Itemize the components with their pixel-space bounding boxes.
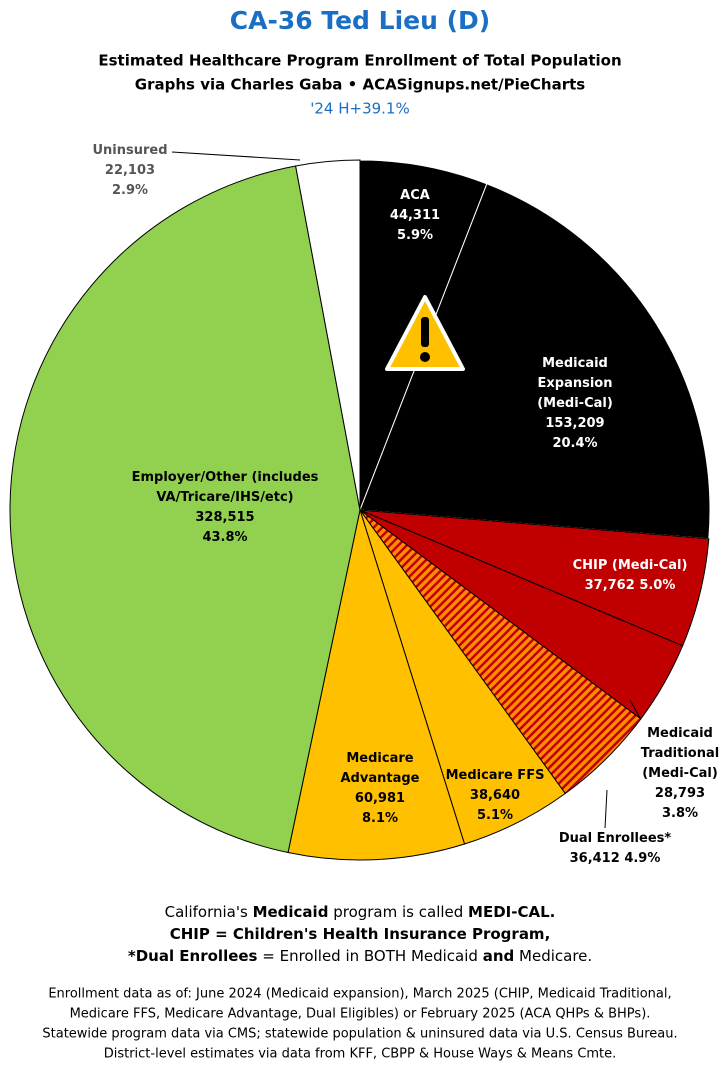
percent-label: 2.9%: [112, 183, 148, 198]
value-label: 28,793: [655, 786, 705, 801]
value-label: 36,412: [570, 851, 620, 866]
category-label: Medicare FFS 38,640 5.1%: [446, 768, 545, 823]
pie-slice: [9, 165, 361, 854]
slice-label: Medicaid Traditional (Medi-Cal) 28,793 3.8%: [641, 726, 719, 821]
value-label: 36,412 4.9%: [570, 851, 661, 866]
category-label: Employer/Other (includes VA/Tricare/IHS/e…: [132, 470, 319, 545]
leader-line: [629, 699, 641, 719]
category-label: Medicare: [346, 751, 413, 766]
percent-label: 5.9%: [397, 228, 433, 243]
note-segment: California's: [165, 903, 253, 921]
footer: District-level estimates via data from K…: [104, 1047, 617, 1062]
subtitle: Estimated Healthcare Program Enrollment …: [98, 52, 621, 70]
value-label: 60,981: [355, 791, 405, 806]
percent-label: 3.8%: [662, 806, 698, 821]
percent-label: 20.4%: [552, 436, 597, 451]
category-label: Employer/Other (includes: [132, 470, 319, 485]
category-label: CHIP (Medi-Cal) 37,762 5.0%: [573, 558, 688, 593]
note: *Dual Enrollees = Enrolled in BOTH Medic…: [128, 947, 592, 965]
warning-icon: [385, 295, 465, 371]
category-label: VA/Tricare/IHS/etc): [156, 490, 293, 505]
note-segment: Medicare.: [514, 947, 592, 965]
annotation: '24 H+39.1%: [310, 100, 409, 118]
category-label: Traditional: [641, 746, 719, 761]
slice-label: Uninsured 22,103 2.9%: [92, 143, 167, 198]
slice-label: Medicare Advantage 60,981 8.1%: [341, 751, 420, 826]
category-label: Advantage: [341, 771, 420, 786]
note-segment: CHIP = Children's Health Insurance Progr…: [170, 925, 551, 943]
note-segment: MEDI-CAL.: [468, 903, 555, 921]
chart-title: CA-36 Ted Lieu (D): [230, 6, 490, 35]
category-label: Medicare Advantage 60,981 8.1%: [341, 751, 420, 826]
value-label: 37,762 5.0%: [585, 578, 676, 593]
note-segment: Medicaid: [253, 903, 329, 921]
value-label: 328,515: [195, 510, 254, 525]
category-label: (Medi-Cal): [642, 766, 718, 781]
note: California's Medicaid program is called …: [165, 903, 556, 921]
category-label: Uninsured 22,103 2.9%: [92, 143, 167, 198]
category-label: CHIP (Medi-Cal): [573, 558, 688, 573]
category-label: (Medi-Cal): [537, 396, 613, 411]
pie-slice: [295, 159, 361, 511]
category-label: Dual Enrollees*: [559, 831, 672, 846]
value-label: 37,762: [585, 578, 635, 593]
note: CHIP = Children's Health Insurance Progr…: [170, 925, 551, 943]
note-segment: and: [483, 947, 515, 965]
leader-line: [171, 151, 301, 161]
note-segment: program is called: [328, 903, 468, 921]
pie-slice: [287, 508, 466, 861]
category-label: Medicare FFS: [446, 768, 545, 783]
leader-line: [604, 789, 608, 829]
value-label: 22,103: [105, 163, 155, 178]
footer: Enrollment data as of: June 2024 (Medica…: [48, 987, 671, 1002]
category-label: ACA 44,311 5.9%: [390, 188, 440, 243]
category-label: ACA: [400, 188, 430, 203]
percent-label: 5.1%: [477, 808, 513, 823]
percent-label: 4.9%: [624, 851, 660, 866]
slice-label: Employer/Other (includes VA/Tricare/IHS/e…: [132, 470, 319, 545]
value-label: 44,311: [390, 208, 440, 223]
slice-label: Medicare FFS 38,640 5.1%: [446, 768, 545, 823]
category-label: Uninsured: [92, 143, 167, 158]
category-label: Medicaid: [647, 726, 713, 741]
pie: [9, 159, 711, 861]
value-label: 153,209: [545, 416, 604, 431]
percent-label: 5.0%: [639, 578, 675, 593]
note-segment: *Dual Enrollees: [128, 947, 258, 965]
category-label: Medicaid Traditional (Medi-Cal) 28,793 3.8%: [641, 726, 719, 821]
value-label: 38,640: [470, 788, 520, 803]
labels: ACA 44,311 5.9% Medicaid Expansion (Medi-Cal)…: [92, 143, 719, 866]
notes: California's Medicaid program is called …: [42, 903, 677, 1062]
pie-slice: [359, 183, 711, 540]
category-label: Medicaid: [542, 356, 608, 371]
subtitle: Graphs via Charles Gaba • ACASignups.net…: [135, 76, 585, 94]
slice-label: Dual Enrollees* 36,412 4.9%: [559, 831, 672, 866]
percent-label: 8.1%: [362, 811, 398, 826]
footer: Medicare FFS, Medicare Advantage, Dual E…: [70, 1007, 651, 1022]
percent-label: 43.8%: [202, 530, 247, 545]
note-segment: = Enrolled in BOTH Medicaid: [258, 947, 483, 965]
slice-label: Medicaid Expansion (Medi-Cal) 153,209 20.4%: [537, 356, 613, 451]
category-label: Dual Enrollees* 36,412 4.9%: [559, 831, 672, 866]
slice-label: ACA 44,311 5.9%: [390, 188, 440, 243]
category-label: Expansion: [538, 376, 613, 391]
category-label: Medicaid Expansion (Medi-Cal) 153,209 20.4%: [537, 356, 613, 451]
footer: Statewide program data via CMS; statewid…: [42, 1027, 677, 1042]
slice-label: CHIP (Medi-Cal) 37,762 5.0%: [573, 558, 688, 593]
